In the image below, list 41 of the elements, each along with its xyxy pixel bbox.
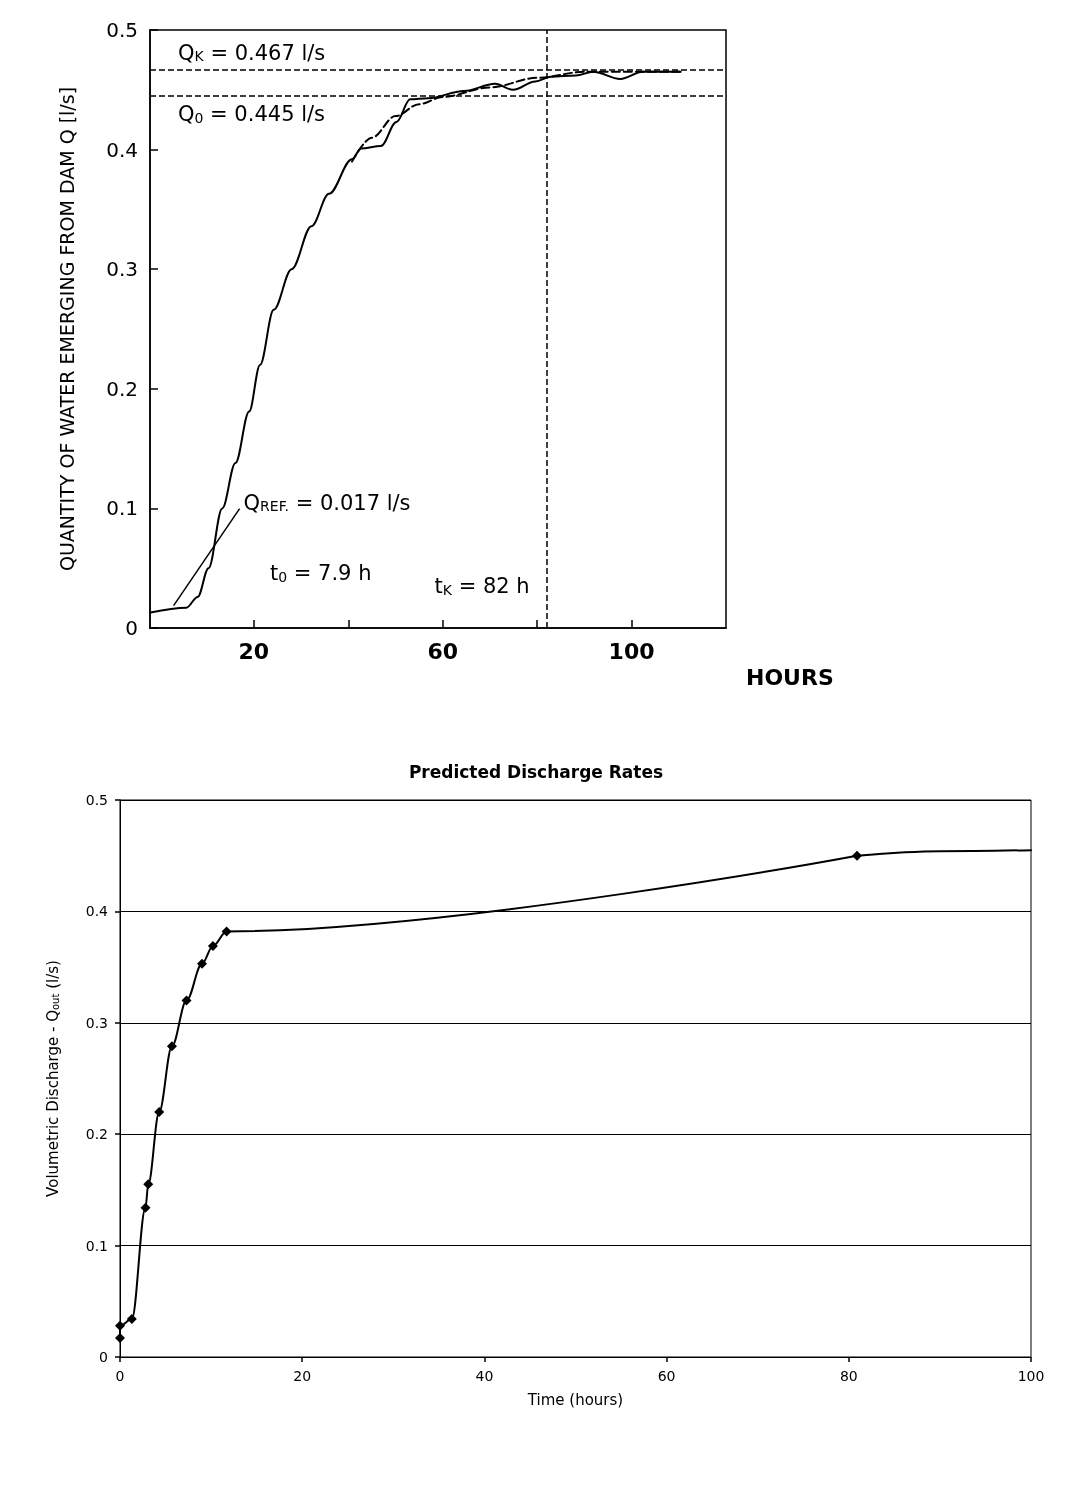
y-tick-label: 0.3 xyxy=(106,257,138,282)
point xyxy=(154,1106,165,1117)
ref-line-label: tK = 82 h xyxy=(434,574,530,598)
x-tick-label: 60 xyxy=(427,638,459,664)
point xyxy=(207,940,218,951)
x-tick-label: 20 xyxy=(293,1368,312,1384)
x-axis-title: Time (hours) xyxy=(526,1390,624,1409)
x-tick-label: 100 xyxy=(1017,1368,1045,1384)
ref-line-label: QK = 0.467 l/s xyxy=(178,40,326,65)
y-axis-title: QUANTITY OF WATER EMERGING FROM DAM Q [l/s] xyxy=(55,86,78,572)
x-tick-label: 80 xyxy=(839,1368,858,1384)
point xyxy=(115,1320,125,1331)
point xyxy=(115,1333,125,1344)
y-tick-label: 0.3 xyxy=(85,1014,108,1031)
point xyxy=(196,958,207,969)
y-tick-label: 0 xyxy=(99,1349,108,1365)
y-tick-label: 0.1 xyxy=(85,1237,108,1254)
y-tick-label: 0.2 xyxy=(85,1126,108,1143)
y-tick-label: 0.5 xyxy=(85,792,108,808)
y-tick-label: 0.5 xyxy=(106,18,138,42)
y-tick-label: 0.1 xyxy=(106,496,138,521)
x-tick-label: 40 xyxy=(475,1368,494,1384)
x-axis-title: HOURS xyxy=(746,664,834,690)
annotation: QREF. = 0.017 l/s xyxy=(243,490,411,515)
x-tick-label: 20 xyxy=(238,638,270,664)
point xyxy=(221,926,232,937)
x-tick-label: 60 xyxy=(657,1368,676,1384)
point xyxy=(143,1179,154,1190)
point xyxy=(126,1314,137,1325)
annotation: t0 = 7.9 h xyxy=(270,561,372,585)
point xyxy=(140,1202,151,1213)
chart-title: Predicted Discharge Rates xyxy=(408,761,664,782)
ref-line-label: Q0 = 0.445 l/s xyxy=(178,102,326,127)
x-tick-label: 100 xyxy=(608,638,655,664)
y-tick-label: 0 xyxy=(125,616,138,640)
y-tick-label: 0.2 xyxy=(106,376,138,401)
y-tick-label: 0.4 xyxy=(106,137,138,162)
y-tick-label: 0.4 xyxy=(85,903,109,920)
point xyxy=(166,1041,177,1052)
point xyxy=(852,850,862,861)
point xyxy=(181,995,192,1006)
